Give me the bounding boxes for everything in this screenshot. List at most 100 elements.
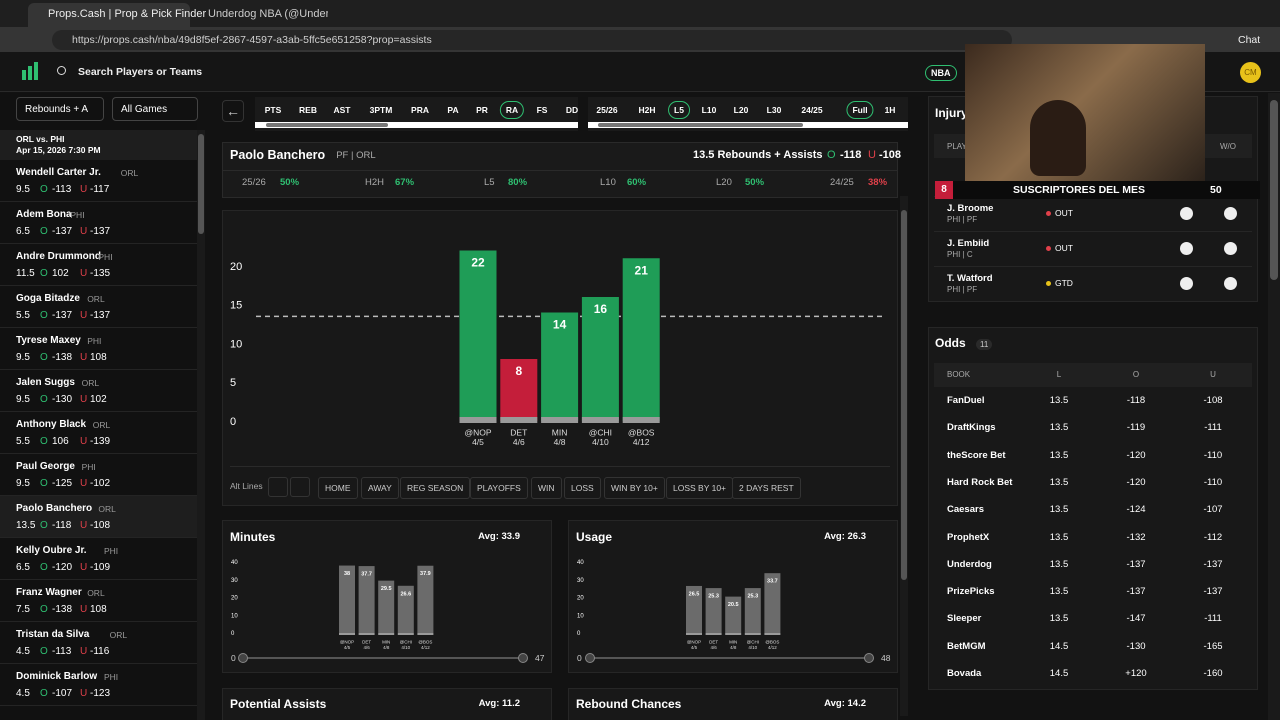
sportsbook[interactable]: FanDuel bbox=[947, 395, 985, 406]
tab-scroll-thumb bbox=[266, 123, 388, 127]
tab-button[interactable]: H2H bbox=[638, 105, 656, 115]
sportsbook[interactable]: DraftKings bbox=[947, 422, 996, 434]
filter-button[interactable]: WIN bbox=[531, 477, 562, 499]
filter-select[interactable]: Rebounds + A bbox=[16, 97, 104, 121]
panel-avg: Avg: 26.3 bbox=[824, 531, 866, 542]
tab-button[interactable]: 24/25 bbox=[801, 105, 823, 115]
injured-player: J. Embiid bbox=[947, 238, 990, 249]
player-name[interactable]: Franz Wagner bbox=[16, 587, 82, 598]
player-name[interactable]: Anthony Black bbox=[16, 419, 87, 430]
under-mark: U bbox=[868, 149, 876, 161]
filter-button[interactable]: HOME bbox=[318, 477, 358, 499]
filter-select[interactable]: All Games bbox=[112, 97, 198, 121]
back-button[interactable]: ← bbox=[222, 100, 244, 122]
filter-button[interactable]: AWAY bbox=[361, 477, 399, 499]
over-odds: -125 bbox=[52, 478, 73, 489]
under-mark: U bbox=[80, 436, 88, 447]
row-divider bbox=[0, 705, 197, 706]
filter-button[interactable]: WIN BY 10+ bbox=[604, 477, 665, 499]
player-name[interactable]: Kelly Oubre Jr. bbox=[16, 545, 87, 556]
tab-button[interactable]: AST bbox=[333, 105, 351, 115]
odds-under: -160 bbox=[1203, 668, 1223, 679]
add-button[interactable] bbox=[1180, 277, 1193, 290]
tab-button[interactable]: PRA bbox=[411, 105, 429, 115]
panel-title: Injury bbox=[935, 106, 968, 120]
odds-over: -120 bbox=[1126, 476, 1146, 488]
tab[interactable] bbox=[28, 3, 190, 27]
sportsbook[interactable]: Sleeper bbox=[947, 613, 982, 625]
tab-button[interactable]: L30 bbox=[766, 105, 782, 115]
odds-under: -110 bbox=[1203, 449, 1223, 461]
add-button[interactable] bbox=[1224, 277, 1237, 290]
tab-button[interactable]: 1H bbox=[884, 105, 896, 115]
chat-button[interactable]: Chat bbox=[1238, 34, 1261, 46]
url-text[interactable]: https://props.cash/nba/49d8f5ef-2867-459… bbox=[72, 34, 432, 46]
odds-over: -120 bbox=[1126, 449, 1146, 461]
tab-button[interactable]: DD bbox=[565, 105, 579, 115]
over-mark: O bbox=[40, 646, 48, 657]
filter-button[interactable]: LOSS BY 10+ bbox=[666, 477, 734, 499]
tab-button[interactable]: PR bbox=[476, 105, 488, 115]
under-mark: U bbox=[80, 268, 88, 279]
tab-button[interactable]: FS bbox=[536, 105, 548, 115]
tab-button[interactable]: REB bbox=[299, 105, 317, 115]
over-odds: -118 bbox=[52, 520, 72, 531]
under-odds: -102 bbox=[90, 478, 111, 489]
logo[interactable] bbox=[28, 66, 32, 80]
sportsbook[interactable]: Hard Rock Bet bbox=[947, 476, 1013, 488]
search-input[interactable]: Search Players or Teams bbox=[78, 66, 203, 78]
player-name[interactable]: Adem Bona bbox=[16, 209, 72, 220]
under-mark: U bbox=[80, 310, 88, 321]
player-name[interactable]: Wendell Carter Jr. bbox=[16, 167, 101, 178]
tab-button[interactable]: L5 bbox=[668, 101, 690, 119]
sportsbook[interactable]: Caesars bbox=[947, 504, 984, 516]
sportsbook[interactable]: BetMGM bbox=[947, 640, 986, 652]
tab-button[interactable]: Full bbox=[846, 101, 874, 119]
filter-button[interactable]: PLAYOFFS bbox=[470, 477, 528, 499]
add-button[interactable] bbox=[1224, 207, 1237, 220]
scroll-thumb bbox=[901, 210, 907, 580]
filter-button[interactable]: 2 DAYS REST bbox=[732, 477, 801, 499]
tab-button[interactable]: PA bbox=[447, 105, 459, 115]
game-date: Apr 15, 2026 7:30 PM bbox=[16, 145, 101, 155]
odds-under: -137 bbox=[1203, 586, 1223, 598]
logo[interactable] bbox=[34, 62, 38, 80]
tab-button[interactable]: RA bbox=[499, 101, 525, 119]
player-line: 6.5 bbox=[16, 562, 30, 573]
sportsbook[interactable]: PrizePicks bbox=[947, 586, 995, 598]
player-name[interactable]: Andre Drummond bbox=[16, 251, 101, 262]
alt-down[interactable] bbox=[290, 477, 310, 497]
player-name[interactable]: Paolo Banchero bbox=[16, 503, 93, 514]
league-badge[interactable]: NBA bbox=[925, 65, 957, 81]
address-bar[interactable] bbox=[52, 30, 1012, 50]
under-odds: -108 bbox=[90, 520, 111, 531]
add-button[interactable] bbox=[1180, 207, 1193, 220]
avatar[interactable]: CM bbox=[1240, 62, 1261, 83]
filter-button[interactable]: REG SEASON bbox=[400, 477, 471, 499]
player-name[interactable]: Tristan da Silva bbox=[16, 629, 90, 640]
player-name[interactable]: Jalen Suggs bbox=[16, 377, 75, 388]
player-name[interactable]: Paul George bbox=[16, 461, 75, 472]
search-icon[interactable] bbox=[57, 66, 66, 75]
player-name[interactable]: Tyrese Maxey bbox=[16, 335, 81, 346]
tab-button[interactable]: 25/26 bbox=[596, 105, 618, 115]
sportsbook[interactable]: Underdog bbox=[947, 558, 992, 570]
tab-button[interactable]: L20 bbox=[733, 105, 749, 115]
tab-title[interactable]: Props.Cash | Prop & Pick Finder bbox=[48, 8, 207, 20]
player-team: ORL bbox=[81, 378, 100, 388]
sportsbook[interactable]: Bovada bbox=[947, 668, 982, 679]
player-name[interactable]: Goga Bitadze bbox=[16, 293, 80, 304]
row-divider bbox=[0, 495, 197, 496]
add-button[interactable] bbox=[1180, 242, 1193, 255]
add-button[interactable] bbox=[1224, 242, 1237, 255]
sportsbook[interactable]: theScore Bet bbox=[947, 449, 1006, 461]
logo[interactable] bbox=[22, 70, 26, 80]
tab-button[interactable]: 3PTM bbox=[369, 105, 393, 115]
sportsbook[interactable]: ProphetX bbox=[947, 531, 990, 543]
alt-up[interactable] bbox=[268, 477, 288, 497]
tab-button[interactable]: PTS bbox=[264, 105, 282, 115]
tab-button[interactable]: L10 bbox=[701, 105, 717, 115]
filter-button[interactable]: LOSS bbox=[564, 477, 601, 499]
player-name[interactable]: Dominick Barlow bbox=[16, 671, 98, 682]
